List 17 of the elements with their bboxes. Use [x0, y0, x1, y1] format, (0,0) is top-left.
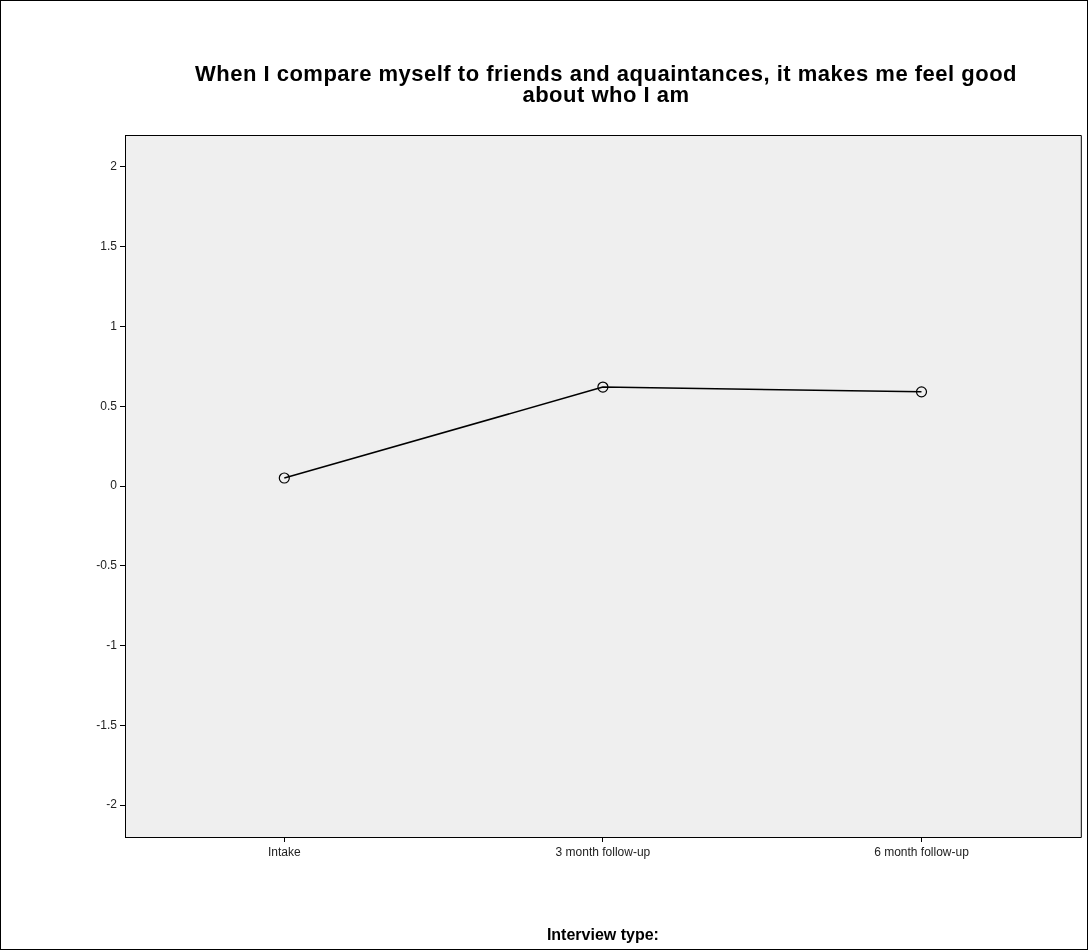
- y-tick-label: 0: [110, 478, 118, 493]
- x-tick-label: 3 month follow-up: [555, 844, 651, 859]
- x-tick-label: Intake: [267, 844, 301, 859]
- x-tick-label: 6 month follow-up: [874, 844, 970, 859]
- y-tick-label: -2: [106, 797, 118, 812]
- y-tick-label: 1: [110, 318, 118, 333]
- y-tick-label: 0.5: [100, 398, 118, 413]
- chart-title: When I compare myself to friends and aquaintances, it makes me feel good about who I am: [193, 61, 1019, 107]
- y-tick-label: 2: [110, 159, 118, 174]
- y-tick-label: -0.5: [96, 558, 118, 573]
- y-tick-label: -1.5: [96, 717, 118, 732]
- y-tick-label: -1: [106, 637, 118, 652]
- y-tick-label: 1.5: [100, 238, 118, 253]
- x-axis-title: Interview type:: [546, 925, 659, 943]
- point: [915, 386, 928, 398]
- point: [278, 472, 290, 484]
- point: [597, 381, 609, 393]
